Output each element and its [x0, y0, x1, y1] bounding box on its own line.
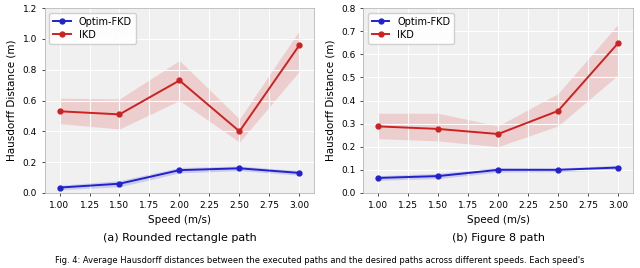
Line: Optim-FKD: Optim-FKD	[376, 165, 621, 180]
IKD	[435, 127, 442, 131]
Y-axis label: Hausdorff Distance (m): Hausdorff Distance (m)	[326, 40, 335, 161]
X-axis label: Speed (m/s): Speed (m/s)	[467, 215, 529, 225]
IKD	[175, 79, 183, 82]
Line: IKD: IKD	[376, 41, 621, 136]
Text: Fig. 4: Average Hausdorff distances between the executed paths and the desired p: Fig. 4: Average Hausdorff distances betw…	[55, 256, 585, 265]
X-axis label: Speed (m/s): Speed (m/s)	[148, 215, 211, 225]
Optim-FKD	[175, 169, 183, 172]
IKD	[116, 113, 124, 116]
Optim-FKD	[116, 182, 124, 185]
Optim-FKD	[614, 166, 622, 169]
Line: IKD: IKD	[57, 43, 302, 134]
Line: Optim-FKD: Optim-FKD	[57, 166, 302, 190]
IKD	[374, 125, 382, 128]
IKD	[296, 43, 303, 47]
IKD	[56, 110, 63, 113]
IKD	[494, 132, 502, 136]
Legend: Optim-FKD, IKD: Optim-FKD, IKD	[49, 13, 136, 44]
Optim-FKD	[435, 174, 442, 178]
Optim-FKD	[296, 171, 303, 174]
Text: (a) Rounded rectangle path: (a) Rounded rectangle path	[102, 233, 257, 243]
IKD	[236, 130, 243, 133]
Optim-FKD	[554, 168, 562, 172]
Legend: Optim-FKD, IKD: Optim-FKD, IKD	[368, 13, 454, 44]
Optim-FKD	[374, 176, 382, 180]
Text: (b) Figure 8 path: (b) Figure 8 path	[452, 233, 545, 243]
IKD	[554, 109, 562, 113]
Optim-FKD	[494, 168, 502, 172]
IKD	[614, 42, 622, 45]
Optim-FKD	[56, 186, 63, 189]
Optim-FKD	[236, 167, 243, 170]
Y-axis label: Hausdorff Distance (m): Hausdorff Distance (m)	[7, 40, 17, 161]
